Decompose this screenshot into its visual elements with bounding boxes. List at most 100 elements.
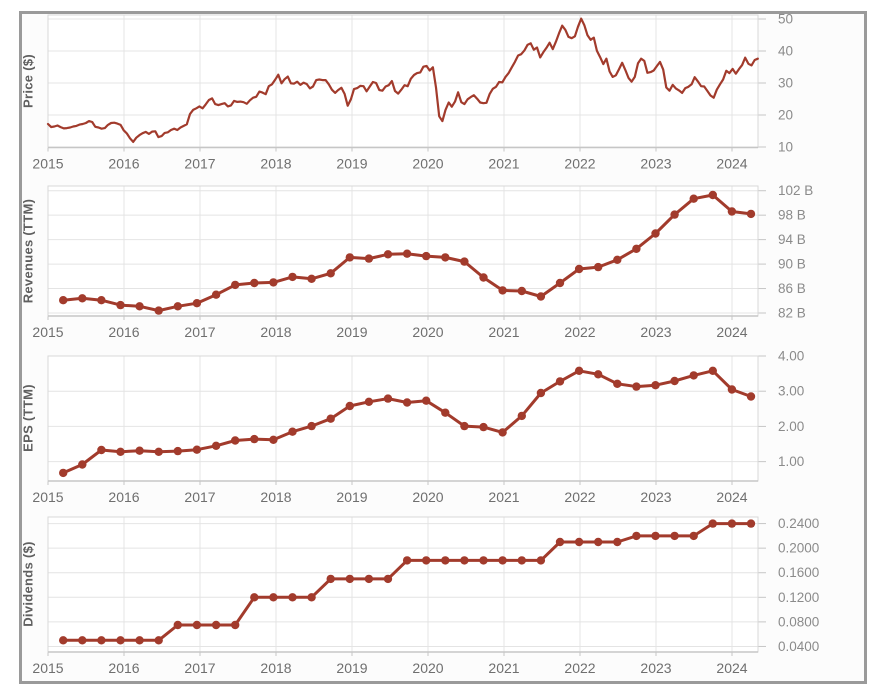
data-point	[97, 296, 106, 305]
x-tick-label: 2023	[640, 489, 671, 505]
data-point	[154, 636, 163, 645]
data-point	[632, 382, 641, 391]
data-point	[116, 636, 125, 645]
data-point	[536, 556, 546, 565]
data-point	[460, 556, 469, 565]
data-point	[555, 377, 565, 386]
y-tick-label: 50	[778, 11, 793, 26]
data-point	[402, 398, 412, 407]
y-tick-label: 102 B	[778, 183, 813, 198]
data-point	[269, 278, 278, 287]
data-point	[345, 253, 354, 262]
panel-price: 2015 2016 2017 2018 2019 2020 2021 2022 2023 2024…	[32, 11, 793, 171]
plot-area	[48, 356, 758, 481]
plot-area	[48, 186, 758, 316]
data-point	[345, 401, 354, 411]
x-tick-label: 2019	[336, 489, 367, 505]
data-point	[479, 273, 488, 282]
x-tick-label: 2024	[716, 660, 747, 676]
data-point	[441, 253, 450, 262]
data-point	[192, 299, 202, 308]
data-point	[441, 556, 450, 565]
data-point	[422, 396, 431, 405]
data-point	[613, 255, 622, 264]
x-tick-label: 2016	[108, 324, 139, 340]
y-tick-label: 94 B	[778, 232, 806, 247]
data-point	[746, 209, 756, 219]
data-point	[670, 376, 679, 386]
data-point	[422, 556, 431, 565]
y-tick-label: 10	[778, 139, 793, 154]
y-tick-label: 40	[778, 43, 793, 58]
x-tick-label: 2021	[488, 324, 519, 340]
data-point	[594, 370, 603, 379]
plot-area	[48, 15, 758, 148]
x-tick-label: 2023	[640, 156, 671, 172]
data-point	[250, 593, 259, 602]
data-point	[555, 537, 565, 547]
data-point	[517, 411, 526, 421]
data-point	[59, 468, 68, 478]
data-point	[574, 366, 584, 375]
data-point	[326, 269, 335, 278]
data-point	[517, 556, 526, 565]
x-tick-label: 2016	[108, 489, 139, 505]
x-tick-label: 2015	[32, 156, 63, 172]
data-point	[364, 254, 374, 263]
x-tick-label: 2017	[184, 156, 215, 172]
data-point	[422, 251, 431, 261]
data-point	[708, 519, 717, 528]
data-point	[288, 272, 297, 282]
x-tick-label: 2018	[260, 489, 291, 505]
data-point	[594, 537, 603, 547]
data-point	[574, 264, 584, 274]
y-tick-label: 0.0800	[778, 614, 819, 629]
data-point	[307, 274, 316, 283]
y-tick-label: 30	[778, 75, 793, 90]
x-tick-label: 2023	[640, 660, 671, 676]
price-series-line	[46, 17, 759, 143]
y-tick-label: 0.1200	[778, 590, 819, 605]
x-tick-label: 2016	[108, 156, 139, 172]
x-tick-label: 2024	[716, 489, 747, 505]
data-point	[231, 280, 240, 290]
data-point	[632, 244, 641, 253]
x-tick-label: 2021	[488, 660, 519, 676]
data-point	[479, 422, 488, 432]
data-point	[460, 421, 469, 431]
y-tick-label: 4.00	[778, 349, 804, 364]
panel-dividends: 2015 2016 2017 2018 2019 2020 2021 2022 2023 2024…	[32, 516, 819, 676]
data-point	[613, 537, 622, 547]
x-tick-label: 2020	[412, 660, 443, 676]
data-point	[594, 262, 603, 272]
data-point	[670, 531, 679, 541]
data-point	[307, 593, 316, 602]
data-point	[632, 531, 641, 541]
data-point	[402, 249, 412, 258]
data-point	[192, 445, 202, 454]
data-point	[231, 436, 240, 445]
data-point	[211, 290, 221, 299]
data-point	[173, 302, 182, 311]
x-tick-label: 2019	[336, 660, 367, 676]
x-tick-label: 2022	[564, 156, 595, 172]
x-tick-label: 2016	[108, 660, 139, 676]
x-tick-label: 2017	[184, 489, 215, 505]
data-point	[441, 408, 450, 417]
x-tick-label: 2021	[488, 156, 519, 172]
data-point	[116, 300, 125, 310]
x-tick-label: 2020	[412, 156, 443, 172]
data-point	[689, 194, 698, 203]
data-point	[651, 229, 660, 238]
x-tick-label: 2017	[184, 660, 215, 676]
data-point	[670, 210, 679, 219]
y-tick-label: 1.00	[778, 454, 804, 469]
data-point	[135, 636, 144, 645]
data-point	[250, 434, 259, 444]
x-tick-label: 2015	[32, 489, 63, 505]
y-tick-label: 90 B	[778, 257, 806, 272]
data-point	[78, 636, 87, 645]
data-point	[498, 556, 507, 565]
